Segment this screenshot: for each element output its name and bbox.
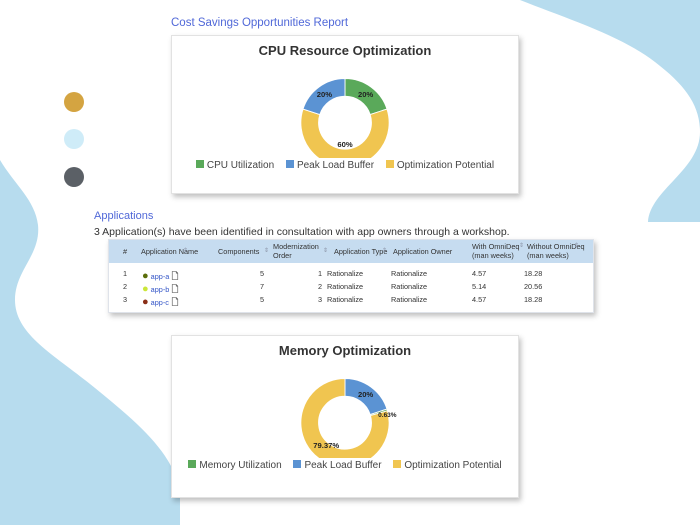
svg-text:60%: 60% xyxy=(337,140,352,149)
svg-text:0.63%: 0.63% xyxy=(378,412,397,419)
svg-text:20%: 20% xyxy=(358,90,373,99)
svg-text:20%: 20% xyxy=(317,90,332,99)
svg-text:20%: 20% xyxy=(358,390,373,399)
svg-text:79.37%: 79.37% xyxy=(313,441,339,450)
